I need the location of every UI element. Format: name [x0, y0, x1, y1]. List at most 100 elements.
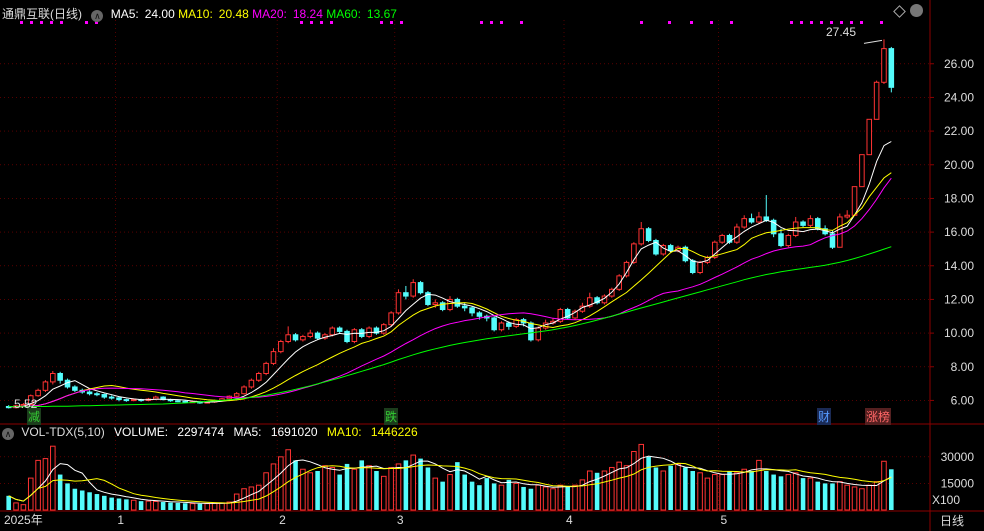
- volume-bar: [160, 502, 166, 510]
- volume-bar: [153, 500, 159, 511]
- candle-body: [425, 292, 431, 305]
- candle: [307, 329, 314, 339]
- candle-body: [86, 391, 93, 395]
- volume-legend: VOLUME: 2297474: [114, 425, 225, 439]
- candle: [425, 291, 431, 307]
- candle: [57, 371, 63, 384]
- candle: [292, 333, 299, 342]
- collapse-icon[interactable]: ∧: [2, 428, 14, 440]
- volume-bar: [859, 488, 865, 511]
- candle: [42, 380, 49, 393]
- volume-bar: [889, 469, 894, 510]
- price-panel[interactable]: [5, 39, 895, 409]
- volume-bar: [366, 465, 372, 511]
- volume-bar: [197, 503, 203, 510]
- volume-bar: [601, 470, 608, 511]
- volume-bar: [623, 465, 630, 511]
- candle: [653, 238, 659, 256]
- marker-fall[interactable]: 跌: [384, 408, 399, 425]
- candle: [881, 39, 887, 84]
- candle-body: [572, 310, 578, 319]
- candle-body: [182, 400, 188, 403]
- volume-bar: [690, 471, 696, 510]
- vol-indicator-name[interactable]: VOL-TDX(5,10): [21, 425, 105, 439]
- candle-body: [469, 307, 475, 314]
- volume-bar: [418, 458, 423, 510]
- price-tick-label: 22.00: [944, 124, 974, 138]
- volume-bar: [329, 466, 336, 511]
- volume-bar: [130, 499, 137, 511]
- candle-body: [498, 322, 505, 331]
- candle-body: [153, 396, 159, 400]
- signal-dot: [400, 21, 403, 24]
- candle-body: [336, 327, 343, 332]
- candle: [851, 186, 858, 216]
- high-arrow: [863, 39, 883, 44]
- volume-bar: [116, 498, 122, 510]
- candle-body: [329, 327, 336, 336]
- ma10-line: [8, 172, 892, 408]
- candle-body: [72, 386, 78, 391]
- volume-bar: [712, 474, 718, 511]
- candle: [866, 118, 873, 156]
- candle-body: [351, 329, 358, 343]
- volume-bar: [800, 478, 806, 510]
- marker-limit-up-list[interactable]: 涨榜: [865, 408, 892, 425]
- time-tick-label: 2025年: [4, 513, 43, 527]
- volume-bar: [815, 481, 821, 510]
- candle-body: [491, 317, 497, 331]
- candle: [638, 222, 645, 246]
- candle-body: [506, 322, 512, 327]
- candle-body: [881, 48, 887, 83]
- candle-body: [859, 154, 865, 188]
- collapse-icon[interactable]: ∧: [91, 10, 104, 22]
- candle: [417, 280, 424, 295]
- candle-body: [27, 395, 34, 405]
- settings-circle-icon[interactable]: [910, 4, 923, 17]
- candle-body: [697, 261, 703, 273]
- volume-bar: [646, 456, 651, 510]
- candle-body: [807, 218, 814, 226]
- price-tick-label: 8.00: [951, 360, 975, 374]
- volume-bar: [844, 484, 850, 511]
- candle-body: [35, 389, 41, 397]
- candle-body: [586, 297, 593, 307]
- volume-bar: [881, 460, 887, 511]
- volume-bar: [145, 500, 152, 511]
- candle: [123, 398, 130, 402]
- signal-dot: [710, 21, 713, 24]
- volume-header: ∧ VOL-TDX(5,10) VOLUME: 2297474 MA5: 169…: [2, 425, 424, 440]
- signal-dot: [860, 21, 863, 24]
- axis-layer: 6.008.0010.0012.0014.0016.0018.0020.0022…: [4, 57, 974, 527]
- marker-reduce[interactable]: 减: [27, 408, 42, 425]
- marker-finance[interactable]: 财: [817, 408, 832, 425]
- signal-dot: [790, 21, 793, 24]
- volume-bar: [381, 475, 387, 511]
- candle: [86, 390, 93, 396]
- candle: [726, 233, 733, 244]
- vol-ma5-legend: MA5: 1691020: [233, 425, 318, 439]
- vol-unit-label: X100: [932, 493, 961, 507]
- volume-tick-label: 15000: [941, 476, 975, 490]
- candle-body: [631, 243, 637, 263]
- volume-bar: [535, 484, 542, 511]
- candle: [410, 279, 417, 298]
- stock-name[interactable]: 通鼎互联: [2, 7, 51, 21]
- candle-body: [410, 282, 417, 297]
- candle-body: [645, 228, 652, 242]
- candle: [72, 385, 78, 393]
- candle: [535, 326, 542, 342]
- candle-body: [594, 297, 600, 304]
- volume-panel[interactable]: [6, 443, 894, 511]
- candle: [248, 378, 255, 389]
- volume-bar: [440, 481, 445, 510]
- volume-bar: [851, 486, 858, 511]
- signal-dot: [95, 21, 98, 24]
- volume-bar: [455, 462, 460, 510]
- volume-bar: [477, 485, 482, 510]
- volume-bar: [72, 488, 78, 510]
- period-tab[interactable]: 日线: [940, 514, 965, 528]
- candle-body: [689, 260, 696, 274]
- price-tick-label: 18.00: [944, 191, 974, 205]
- volume-bar: [65, 483, 70, 510]
